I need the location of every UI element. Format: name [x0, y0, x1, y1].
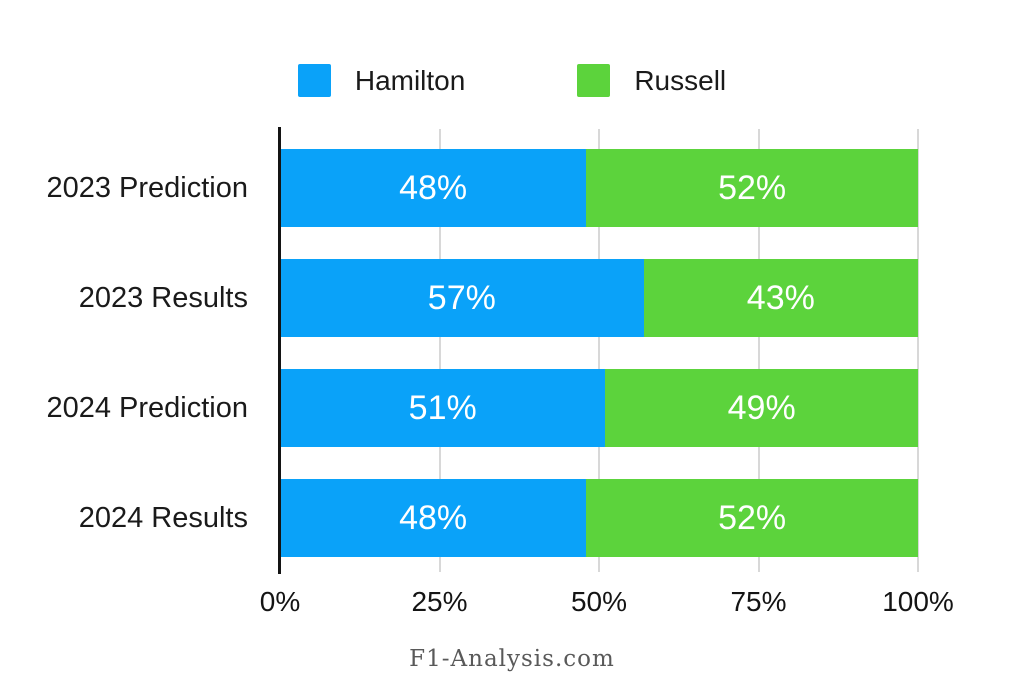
russell-segment: 52% [586, 479, 918, 557]
segment-value-label: 49% [727, 389, 796, 427]
legend: Hamilton Russell [0, 64, 1024, 97]
russell-segment: 52% [586, 149, 918, 227]
x-tick-0: 0% [259, 586, 301, 617]
chart-row-2024-results: 2024 Results 48% 52% [0, 463, 918, 573]
hamilton-segment: 48% [280, 149, 587, 227]
row-label: 2023 Prediction [46, 171, 248, 204]
gridline-75 [757, 129, 760, 572]
segment-value-label: 51% [408, 389, 477, 427]
hamilton-segment: 51% [280, 369, 606, 447]
chart-row-2024-prediction: 2024 Prediction 51% 49% [0, 353, 918, 463]
row-label: 2023 Results [78, 281, 248, 314]
row-label: 2024 Prediction [46, 391, 248, 424]
legend-label-hamilton: Hamilton [354, 65, 466, 96]
gridline-25 [438, 129, 441, 572]
gridline-50 [598, 129, 600, 572]
stacked-bar: 48% 52% [280, 479, 918, 557]
stacked-bar: 48% 52% [280, 149, 918, 227]
y-axis-line [278, 127, 281, 574]
bar-rows: 2023 Prediction 48% 52% 2023 Results 57%… [0, 133, 918, 573]
watermark-text: F1-Analysis.com [409, 646, 615, 672]
legend-item-russell: Russell [577, 64, 726, 97]
chart-row-2023-prediction: 2023 Prediction 48% 52% [0, 133, 918, 243]
segment-value-label: 43% [746, 279, 815, 317]
stacked-bar: 51% 49% [280, 369, 918, 447]
hamilton-color-swatch-icon [297, 64, 331, 97]
segment-value-label: 48% [399, 499, 468, 537]
x-tick-75: 75% [730, 586, 787, 617]
segment-value-label: 52% [718, 169, 787, 207]
russell-segment: 49% [605, 369, 918, 447]
gridlines [280, 129, 919, 572]
gridline-100 [917, 129, 919, 572]
segment-value-label: 48% [399, 169, 468, 207]
hamilton-segment: 48% [280, 479, 587, 557]
x-tick-50: 50% [570, 586, 628, 617]
russell-color-swatch-icon [577, 64, 611, 97]
x-axis-ticks: 0% 25% 50% 75% 100% [260, 586, 954, 622]
x-tick-100: 100% [882, 586, 954, 617]
chart-row-2023-results: 2023 Results 57% 43% [0, 243, 918, 353]
row-label: 2024 Results [78, 501, 248, 534]
segment-value-label: 57% [427, 279, 496, 317]
hamilton-segment: 57% [280, 259, 644, 337]
legend-item-hamilton: Hamilton [297, 64, 466, 97]
russell-segment: 43% [643, 259, 918, 337]
legend-label-russell: Russell [634, 65, 727, 96]
stacked-bar: 57% 43% [280, 259, 918, 337]
x-tick-25: 25% [411, 586, 468, 617]
segment-value-label: 52% [718, 499, 787, 537]
